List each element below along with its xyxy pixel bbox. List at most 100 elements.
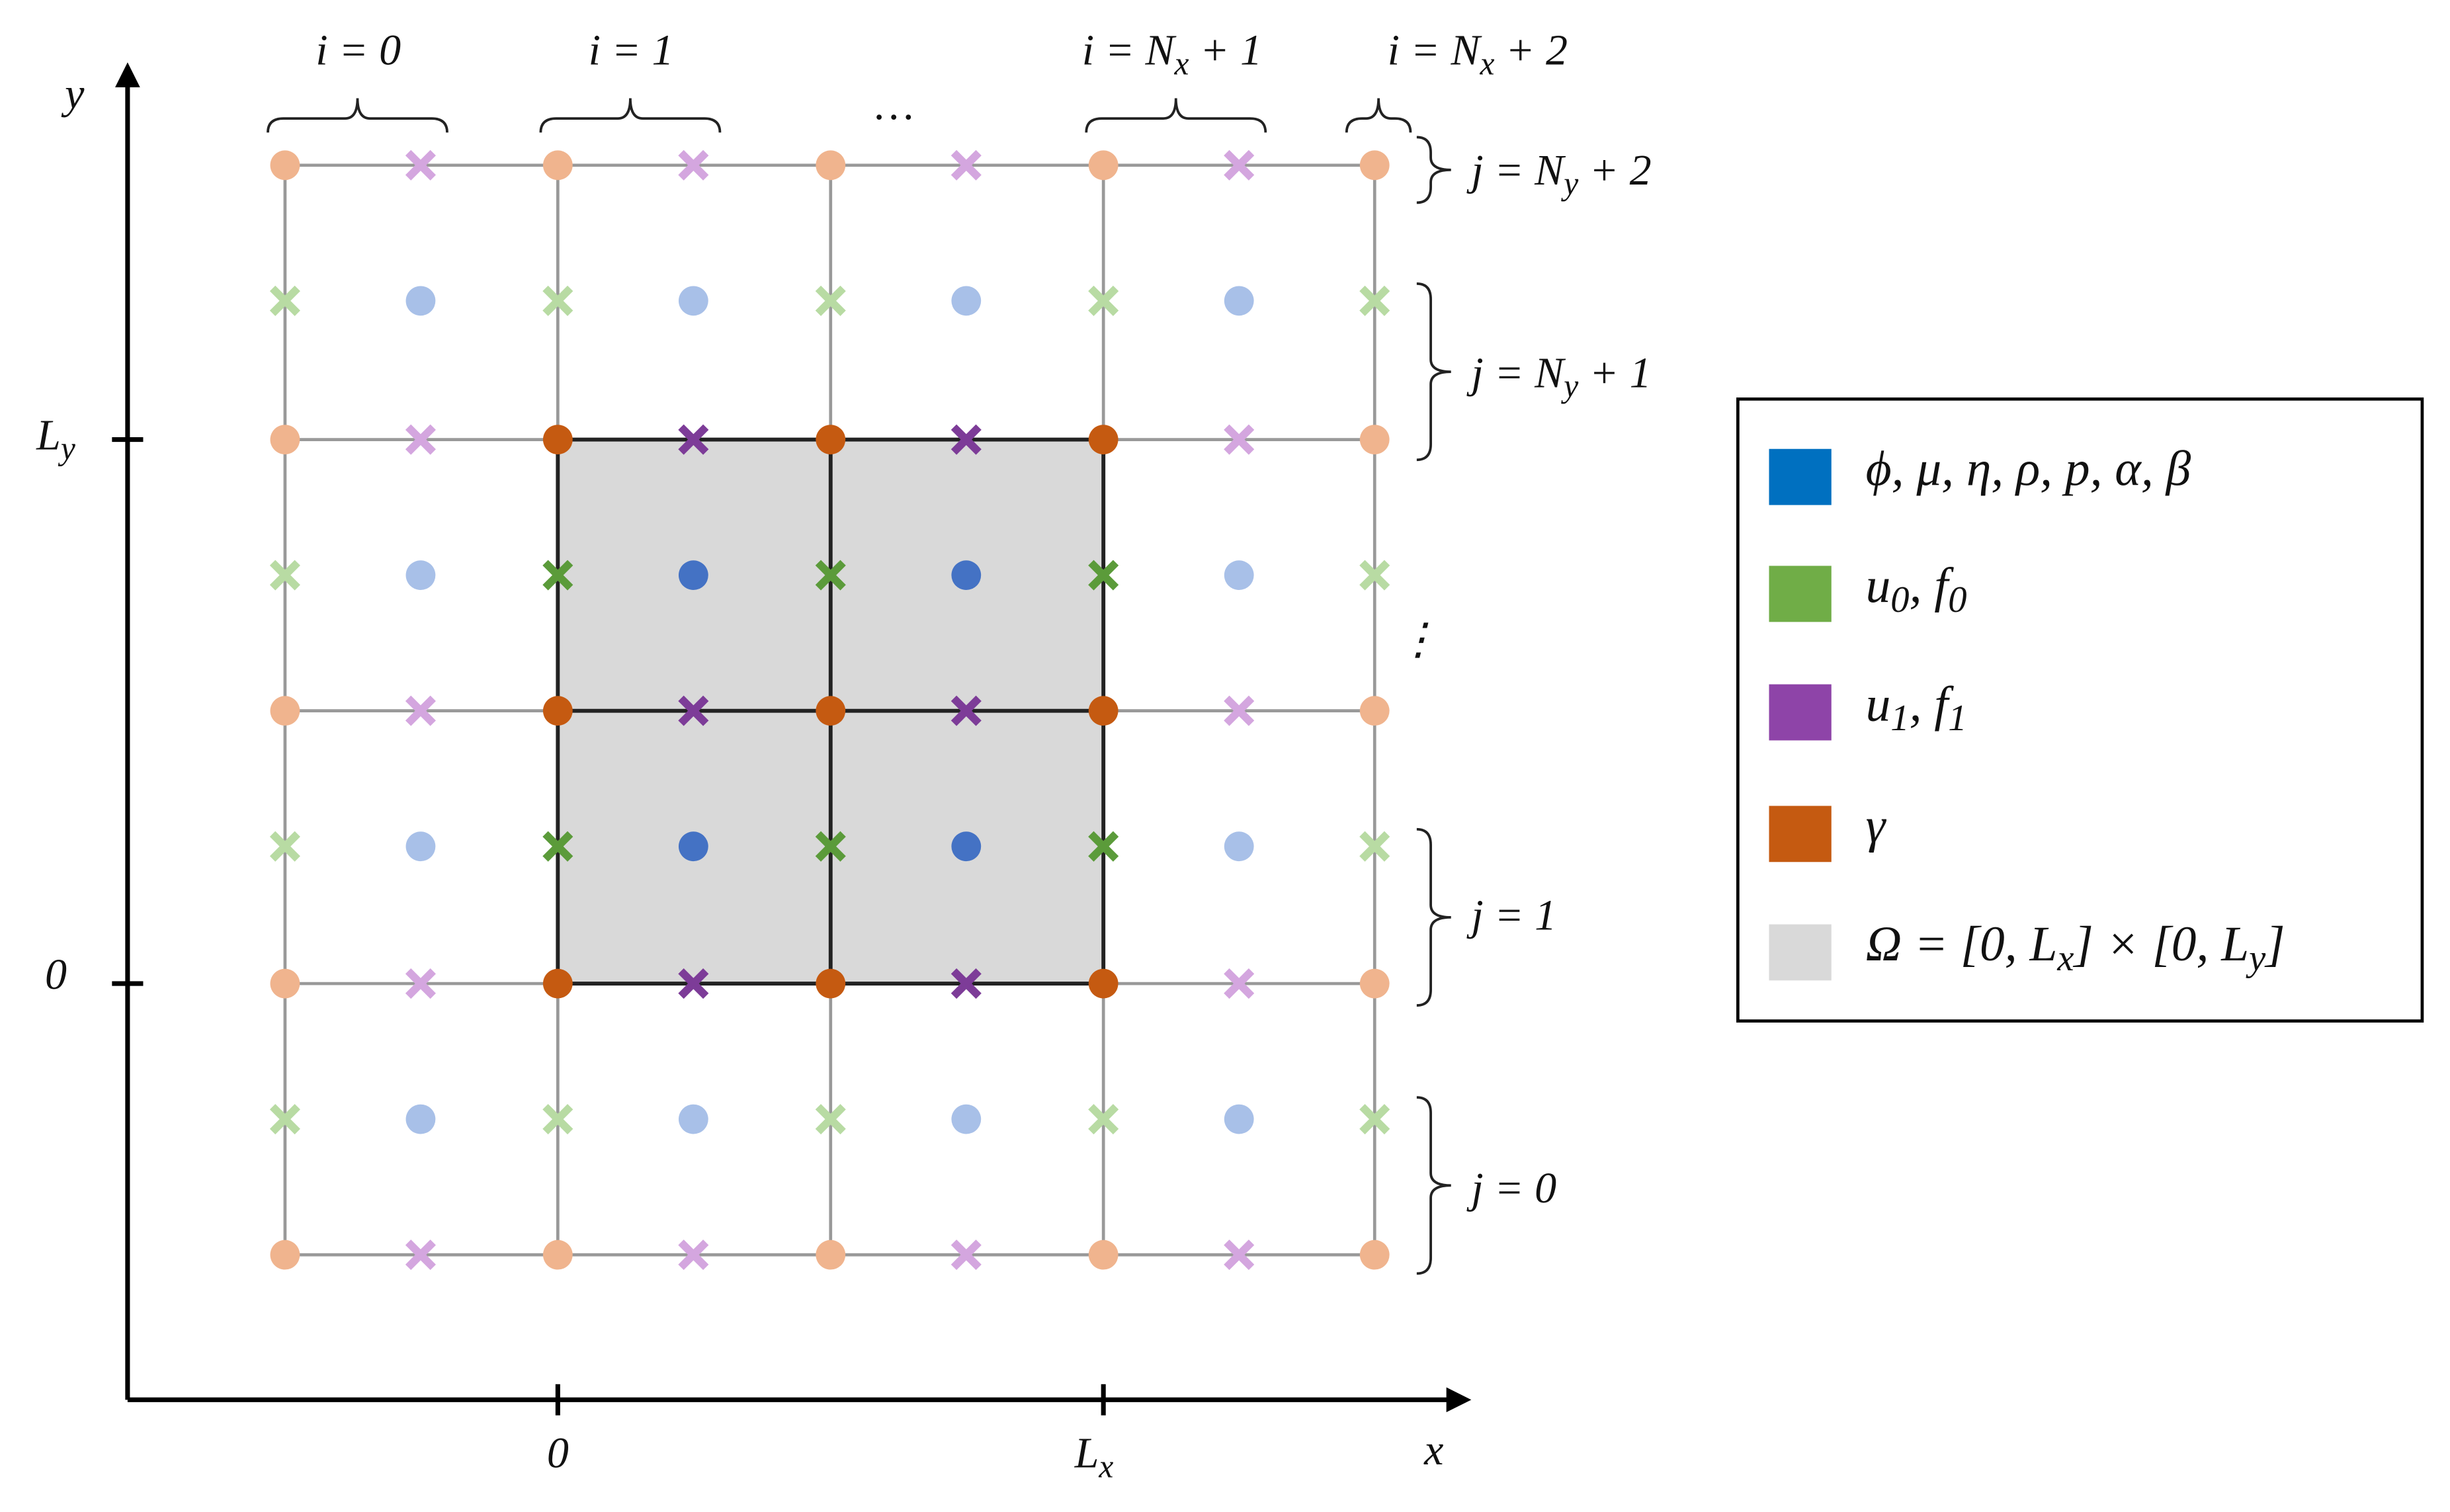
column-label-part: i = 0 — [316, 26, 401, 75]
node-dot — [542, 968, 573, 999]
cross-mark — [815, 831, 846, 862]
node-dot — [1088, 150, 1119, 181]
legend-label-part: ] × [0, L — [2073, 917, 2250, 972]
legend-label: Ω = [0, Lx] × [0, Ly] — [1866, 917, 2285, 980]
legend-swatch — [1769, 448, 1832, 505]
x-tick-label: Lx — [1074, 1429, 1114, 1485]
node-dot — [1359, 150, 1390, 181]
node-dot — [816, 968, 846, 999]
node-dot — [542, 1239, 573, 1270]
x-tick-label-part: L — [1074, 1429, 1099, 1478]
node-dot — [270, 150, 300, 181]
brace — [267, 98, 448, 133]
legend-swatch — [1769, 684, 1832, 741]
cross-mark — [815, 560, 846, 591]
node-dot — [405, 1104, 436, 1134]
node-dot — [405, 560, 436, 591]
node-dot — [1224, 286, 1254, 316]
node-dot — [951, 560, 982, 591]
row-label-part: j = N — [1466, 349, 1566, 397]
cross-mark — [1088, 1104, 1119, 1135]
cross-mark — [542, 285, 573, 316]
cross-mark — [1359, 560, 1390, 591]
markers — [269, 149, 1390, 1271]
node-dot — [1224, 1104, 1254, 1134]
brace — [1416, 282, 1451, 462]
node-dot — [816, 150, 846, 181]
row-label: ⋮ — [1396, 615, 1440, 663]
row-label: j = 0 — [1466, 1164, 1556, 1212]
column-label-part: + 1 — [1189, 26, 1263, 75]
column-label-part: … — [875, 81, 914, 129]
column-label-part: x — [1174, 46, 1189, 82]
brace — [1416, 827, 1451, 1007]
y-tick-label: Ly — [36, 411, 75, 467]
cross-mark — [1359, 285, 1390, 316]
x-tick-label: 0 — [547, 1429, 569, 1478]
node-dot — [405, 831, 436, 862]
column-label: … — [875, 81, 914, 129]
brace — [1416, 1096, 1451, 1275]
column-label: i = 1 — [589, 26, 674, 75]
node-dot — [678, 1104, 708, 1134]
row-label-part: j = 1 — [1466, 892, 1556, 940]
cross-mark — [542, 831, 573, 862]
legend-label-part: , f — [1910, 559, 1955, 614]
braces — [267, 98, 1451, 1275]
legend-label: γ — [1866, 798, 1887, 853]
cross-mark — [1359, 1104, 1390, 1135]
row-label-part: y — [1560, 368, 1578, 405]
node-dot — [951, 1104, 982, 1134]
column-label-part: i = N — [1082, 26, 1177, 75]
y-tick-label-part: y — [58, 431, 75, 467]
cross-mark — [1224, 968, 1255, 999]
cross-mark — [542, 1104, 573, 1135]
cross-mark — [1359, 831, 1390, 862]
column-label: i = 0 — [316, 26, 401, 75]
row-label-part: + 1 — [1578, 349, 1652, 397]
node-dot — [1088, 968, 1119, 999]
cross-mark — [950, 1239, 982, 1271]
legend-label: u0, f0 — [1866, 559, 1967, 621]
node-dot — [1359, 968, 1390, 999]
legend-label-part: x — [2056, 938, 2074, 979]
row-label: j = Ny + 1 — [1466, 349, 1651, 404]
cross-mark — [678, 149, 709, 181]
cross-mark — [405, 1239, 436, 1271]
x-tick-label-part: x — [1098, 1449, 1113, 1485]
legend-label-part: y — [2246, 938, 2266, 979]
node-dot — [816, 696, 846, 726]
x-axis-label-part: x — [1423, 1426, 1443, 1474]
column-label-part: i = N — [1388, 26, 1483, 75]
node-dot — [270, 696, 300, 726]
cross-mark — [815, 285, 846, 316]
node-dot — [951, 831, 982, 862]
cross-mark — [815, 1104, 846, 1135]
legend-box — [1736, 397, 2424, 1023]
brace — [539, 98, 722, 133]
column-label-part: + 2 — [1494, 26, 1568, 75]
node-dot — [270, 425, 300, 454]
row-label-part: ⋮ — [1396, 615, 1440, 663]
cross-mark — [678, 695, 709, 726]
node-dot — [542, 425, 573, 454]
legend-label-part: u — [1866, 677, 1891, 732]
node-dot — [1088, 1239, 1119, 1270]
axes — [112, 81, 1453, 1415]
legend-label-part: ϕ, μ, η, ρ, p, α, β — [1866, 442, 2191, 497]
node-dot — [1224, 831, 1254, 862]
node-dot — [542, 696, 573, 726]
cross-mark — [678, 1239, 709, 1271]
cross-mark — [405, 149, 436, 181]
row-label-part: j = 0 — [1466, 1164, 1556, 1212]
cross-mark — [405, 695, 436, 726]
column-label: i = Nx + 2 — [1388, 26, 1568, 82]
node-dot — [405, 286, 436, 316]
node-dot — [816, 1239, 846, 1270]
brace — [1416, 136, 1451, 204]
column-label: i = Nx + 1 — [1082, 26, 1262, 82]
y-tick-label: 0 — [45, 950, 67, 999]
legend-label-part: 0 — [1948, 579, 1966, 620]
cross-mark — [950, 695, 982, 726]
